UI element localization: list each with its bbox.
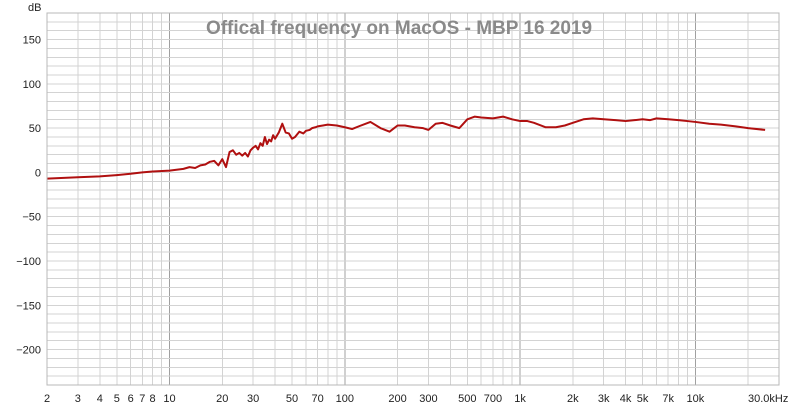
- x-tick-label: 7k: [662, 393, 674, 405]
- x-tick-label: 5: [114, 393, 120, 405]
- x-tick-label: 6: [128, 393, 134, 405]
- x-tick-label: 10k: [686, 393, 704, 405]
- y-axis-unit-label: dB: [28, 2, 41, 14]
- x-tick-label: 2: [44, 393, 50, 405]
- x-tick-label: 700: [484, 393, 502, 405]
- x-tick-label: 5k: [637, 393, 649, 405]
- x-tick-label: 3: [75, 393, 81, 405]
- x-tick-label: 70: [312, 393, 324, 405]
- x-tick-label: 7: [139, 393, 145, 405]
- x-tick-label: 8: [149, 393, 155, 405]
- series-layer: [46, 115, 766, 180]
- x-tick-label: 200: [388, 393, 406, 405]
- x-tick-label: 2k: [567, 393, 579, 405]
- x-tick-label: 50: [286, 393, 298, 405]
- y-tick-label: 150: [23, 35, 41, 47]
- chart-title: Offical frequency on MacOS - MBP 16 2019: [206, 18, 592, 39]
- x-axis-tick-labels: 2 3 4 5 6 7 8 10 20 30 50 70 100 200 300 500 700 1k 2k 3k 4k…: [44, 393, 705, 405]
- x-tick-label: 4k: [620, 393, 632, 405]
- x-tick-label: 30: [247, 393, 259, 405]
- x-axis-unit-label: 30.0kHz: [748, 393, 788, 405]
- y-tick-label: 0: [35, 167, 41, 179]
- x-tick-label: 10: [163, 393, 175, 405]
- plot-frame: [46, 12, 780, 386]
- x-tick-label: 20: [216, 393, 228, 405]
- y-tick-label: −100: [16, 256, 41, 268]
- y-tick-label: −200: [16, 345, 41, 357]
- y-tick-label: −50: [22, 212, 41, 224]
- x-tick-label: 500: [458, 393, 476, 405]
- x-tick-label: 3k: [598, 393, 610, 405]
- y-tick-label: 100: [23, 79, 41, 91]
- x-tick-label: 300: [419, 393, 437, 405]
- y-tick-label: −150: [16, 300, 41, 312]
- y-tick-label: 50: [29, 123, 41, 135]
- x-tick-label: 1k: [514, 393, 526, 405]
- series-line: [46, 115, 766, 180]
- y-axis-tick-labels: 150 100 50 0 −50 −100 −150 −200: [16, 35, 41, 357]
- x-tick-label: 4: [97, 393, 103, 405]
- x-tick-label: 100: [336, 393, 354, 405]
